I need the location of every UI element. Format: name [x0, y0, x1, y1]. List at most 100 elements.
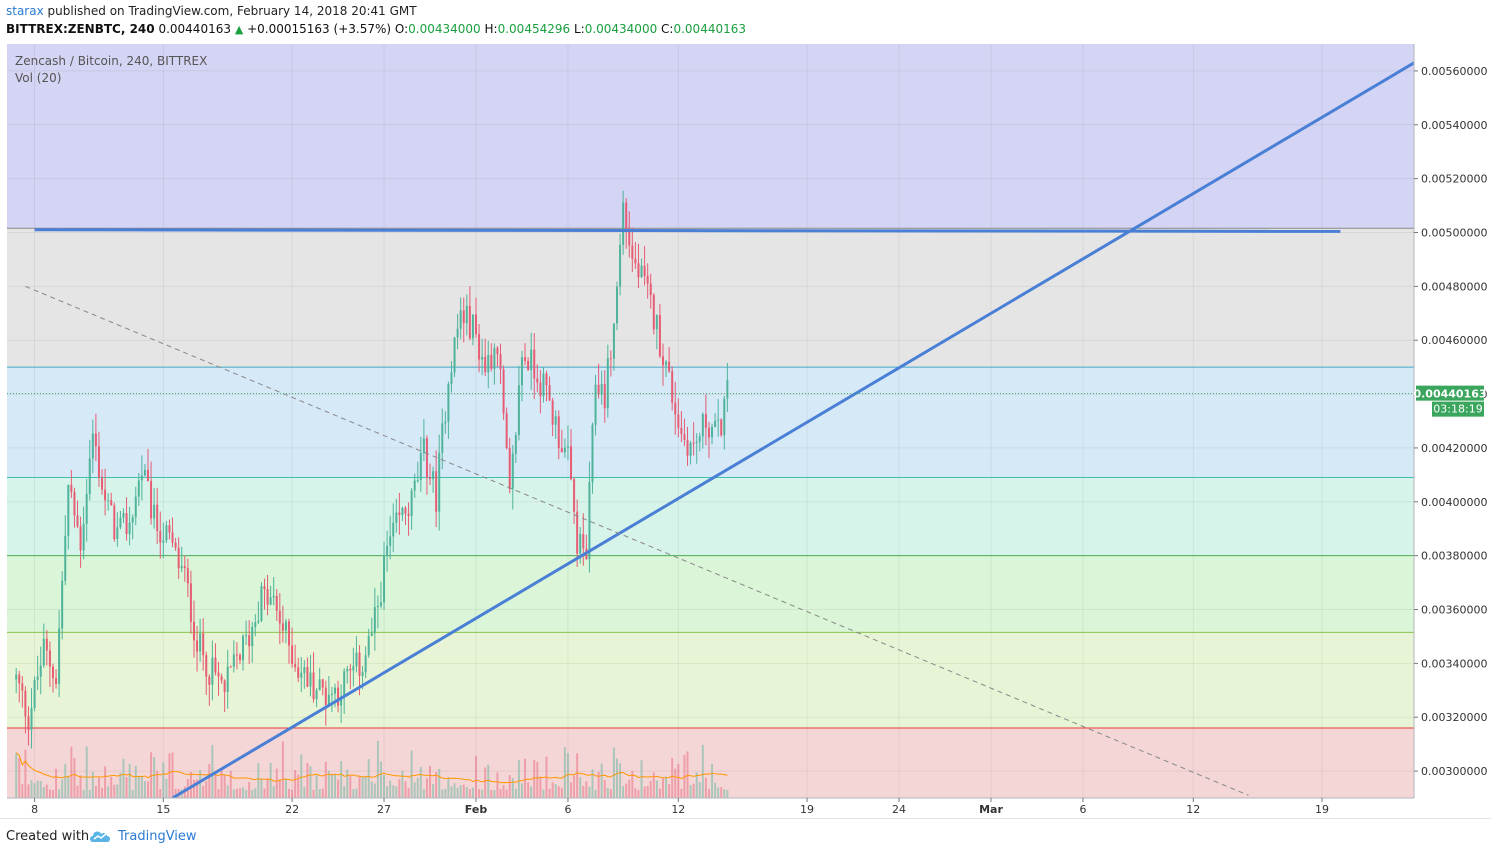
volume-bar — [490, 789, 493, 798]
volume-bar — [692, 783, 695, 798]
candle-body — [539, 382, 542, 397]
candle-body — [566, 446, 569, 448]
volume-bar — [527, 782, 530, 798]
candle-body — [104, 489, 107, 501]
candle-body — [606, 358, 609, 409]
candle-body — [432, 471, 435, 480]
candle-body — [315, 690, 318, 700]
candle-body — [668, 361, 671, 372]
candle-body — [110, 500, 113, 506]
candle-body — [349, 668, 352, 671]
volume-bar — [606, 788, 609, 798]
price-change: +0.00015163 (+3.57%) — [247, 22, 392, 36]
candle-body — [683, 434, 686, 440]
time-tick-label: 6 — [1079, 803, 1086, 816]
volume-bar — [70, 746, 73, 798]
candle-body — [358, 652, 361, 676]
price-tick-label: 0.00480000 — [1421, 280, 1487, 293]
candle-body — [496, 347, 499, 355]
candle-body — [183, 566, 186, 569]
symbol-label: BITTREX:ZENBTC, 240 — [6, 22, 155, 36]
volume-bar — [643, 786, 646, 798]
volume-bar — [646, 785, 649, 798]
candle-body — [429, 477, 432, 480]
volume-bar — [217, 789, 220, 798]
candle-body — [404, 507, 407, 514]
time-tick-label: 6 — [564, 803, 571, 816]
candle-body — [51, 666, 54, 679]
ohlc-line: BITTREX:ZENBTC, 240 0.00440163 ▲ +0.0001… — [6, 22, 746, 36]
volume-bar — [637, 789, 640, 798]
candle-body — [576, 511, 579, 554]
time-tick-label: 27 — [377, 803, 391, 816]
candle-body — [248, 635, 251, 647]
volume-bar — [404, 781, 407, 798]
volume-bar — [242, 787, 245, 798]
candle-body — [137, 480, 140, 497]
volume-bar — [189, 771, 192, 798]
tradingview-cloud-icon[interactable] — [88, 828, 112, 844]
candle-body — [465, 305, 468, 324]
candle-body — [153, 504, 156, 519]
up-arrow-icon: ▲ — [234, 23, 244, 36]
volume-bar — [67, 775, 70, 798]
candle-body — [711, 426, 714, 438]
candle-body — [677, 414, 680, 428]
candle-body — [223, 680, 226, 693]
volume-bar — [471, 787, 474, 798]
candle-body — [459, 310, 462, 329]
volume-bar — [33, 783, 36, 798]
candle-body — [640, 265, 643, 278]
candle-body — [707, 427, 710, 438]
volume-bar — [165, 778, 168, 798]
price-axis[interactable] — [1414, 44, 1491, 798]
countdown-tag-box — [1432, 401, 1484, 417]
candle-body — [143, 469, 146, 476]
candle-body — [192, 621, 195, 641]
volume-bar — [232, 789, 235, 798]
candle-body — [199, 633, 202, 652]
candle-body — [134, 496, 137, 518]
volume-bar — [269, 762, 272, 798]
volume-bar — [551, 782, 554, 798]
candle-body — [254, 622, 257, 627]
candle-body — [107, 500, 110, 502]
candle-body — [171, 532, 174, 543]
support-trendline[interactable] — [34, 228, 1341, 233]
volume-bar — [438, 768, 441, 798]
time-axis[interactable] — [0, 798, 1491, 818]
candle-body — [634, 258, 637, 264]
candle-body — [128, 522, 131, 534]
candle-body — [275, 595, 278, 611]
price-chart[interactable]: 0.00300000 0.00320000 0.00340000 0.00360000… — [0, 44, 1491, 818]
volume-bar — [174, 788, 177, 798]
trendlines[interactable] — [25, 61, 1414, 798]
candle-body — [386, 545, 389, 557]
volume-bar — [379, 761, 382, 798]
candle-body — [189, 583, 192, 622]
candle-body — [637, 263, 640, 278]
volume-bar — [257, 763, 260, 798]
time-tick-label: 22 — [285, 803, 299, 816]
volume-bar — [677, 763, 680, 798]
band-lightblue — [7, 367, 1414, 478]
volume-bar — [55, 768, 58, 798]
candle-body — [720, 419, 723, 436]
tradingview-link[interactable]: TradingView — [118, 829, 197, 844]
volume-bar — [358, 776, 361, 798]
candle-body — [242, 636, 245, 661]
candle-body — [520, 357, 523, 386]
volume-bar — [628, 779, 631, 798]
volume-bar — [468, 789, 471, 798]
author-link[interactable]: starax — [6, 4, 44, 18]
candle-body — [150, 480, 153, 519]
candle-body — [64, 535, 67, 581]
support-trendline[interactable] — [171, 61, 1414, 798]
volume-bar — [15, 752, 18, 798]
candle-body — [674, 402, 677, 415]
candle-body — [245, 635, 248, 637]
dashed-trendline[interactable] — [25, 285, 1249, 796]
volume-bar — [122, 758, 125, 798]
candle-body — [278, 610, 281, 624]
volume-ma-line — [15, 752, 728, 784]
